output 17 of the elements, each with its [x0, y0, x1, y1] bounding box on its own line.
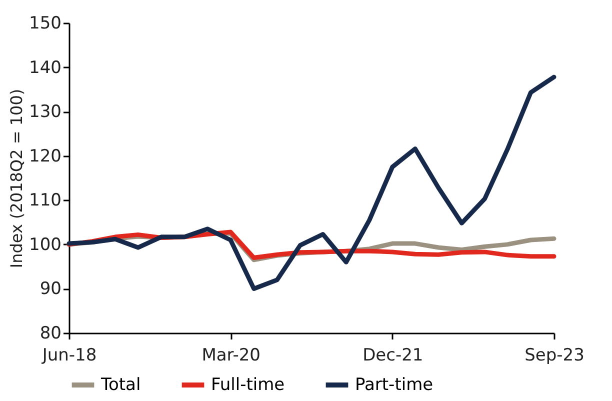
legend-label: Total	[100, 375, 141, 395]
line-series	[66, 74, 556, 291]
y-tick-label: 80	[40, 324, 62, 344]
y-tick-label: 120	[29, 146, 62, 166]
legend-label: Part-time	[355, 375, 434, 395]
y-tick-label: 140	[29, 58, 62, 78]
y-tick-label: 150	[29, 14, 62, 34]
y-tick-label: 130	[29, 102, 62, 122]
x-tick-label: Jun-18	[41, 346, 97, 366]
y-tick-label: 110	[29, 190, 62, 211]
y-tick-label: 90	[40, 279, 62, 300]
x-tick-label: Dec-21	[362, 346, 424, 366]
y-tick-label: 100	[29, 234, 62, 255]
legend-label: Full-time	[211, 375, 285, 395]
x-tick-label: Sep-23	[524, 346, 584, 366]
y-axis-title: Index (2018Q2 = 100)	[7, 88, 26, 268]
x-tick-label: Mar-20	[202, 346, 260, 366]
